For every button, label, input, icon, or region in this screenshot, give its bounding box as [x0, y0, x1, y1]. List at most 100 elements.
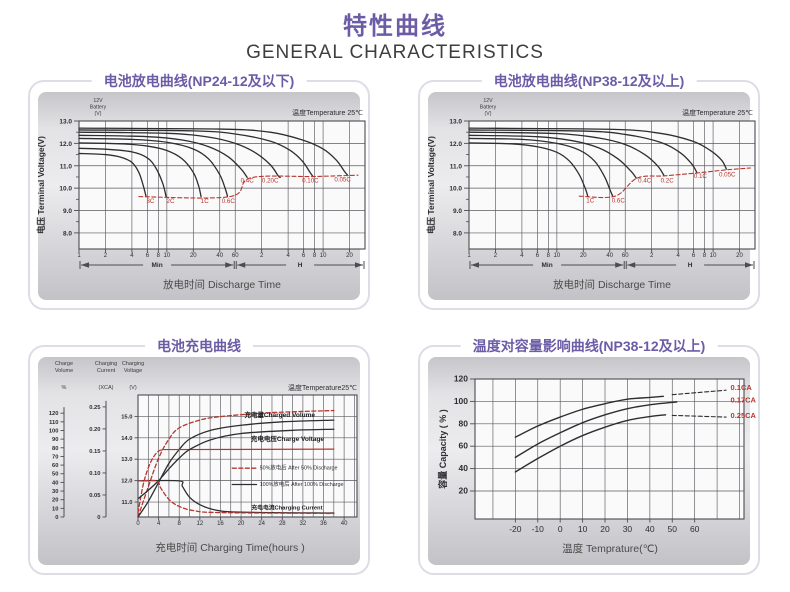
- svg-text:0.1C: 0.1C: [694, 173, 708, 180]
- svg-text:70: 70: [52, 454, 58, 460]
- svg-text:2: 2: [494, 253, 498, 259]
- svg-text:120: 120: [454, 374, 468, 384]
- page-header: 特性曲线 GENERAL CHARACTERISTICS: [0, 6, 790, 64]
- svg-text:8: 8: [547, 253, 551, 259]
- svg-text:2: 2: [104, 253, 108, 259]
- svg-text:0.10: 0.10: [89, 471, 100, 477]
- svg-text:充电时间 Charging Time(hours ): 充电时间 Charging Time(hours ): [155, 541, 304, 554]
- svg-text:20: 20: [600, 524, 610, 534]
- svg-text:充电电压Charge Voltage: 充电电压Charge Voltage: [251, 434, 325, 443]
- svg-text:温度Temperature 25℃: 温度Temperature 25℃: [682, 108, 753, 117]
- svg-text:4: 4: [130, 253, 134, 259]
- svg-text:11.0: 11.0: [60, 163, 73, 170]
- svg-text:16: 16: [217, 521, 224, 527]
- svg-text:12: 12: [196, 521, 203, 527]
- svg-text:H: H: [298, 262, 303, 269]
- svg-text:20: 20: [190, 253, 197, 259]
- svg-text:40: 40: [341, 521, 348, 527]
- svg-text:0.15: 0.15: [89, 449, 101, 455]
- series: [78, 127, 359, 199]
- svg-text:放电时间 Discharge Time: 放电时间 Discharge Time: [553, 278, 671, 291]
- svg-text:110: 110: [49, 420, 58, 426]
- discharge-chart-np38: 1 2 4 6 8 10 20 40 60 2 4 6 8 10 2013.012.011.010.09.0…: [426, 98, 756, 291]
- svg-text:20: 20: [238, 521, 245, 527]
- svg-text:温度Temperature 25℃: 温度Temperature 25℃: [292, 108, 363, 117]
- panel-temperature-capacity: 温度对容量影响曲线(NP38-12及以上) -20 -10 0 10 20 30 40 50 6…: [418, 336, 760, 575]
- svg-text:0: 0: [97, 515, 100, 521]
- svg-text:温度 Temprature(℃): 温度 Temprature(℃): [562, 542, 658, 555]
- svg-text:0.2C: 0.2C: [661, 177, 675, 184]
- svg-text:1C: 1C: [201, 198, 209, 205]
- svg-text:0.17CA: 0.17CA: [731, 396, 757, 405]
- labels: 充电量Charged Volume 充电电压Charge Voltage 50%放电…: [55, 361, 357, 554]
- svg-text:36: 36: [320, 521, 327, 527]
- svg-text:11.0: 11.0: [122, 500, 133, 506]
- svg-text:40: 40: [645, 524, 655, 534]
- charge-curve-chart: 0 4 8 12 16 20 24 28 32 36 40 0 10 20 30 40 50 60 70 80 90 10…: [49, 361, 358, 554]
- svg-text:0: 0: [558, 524, 563, 534]
- svg-text:8: 8: [703, 253, 707, 259]
- svg-text:40: 40: [606, 253, 613, 259]
- svg-text:20: 20: [736, 253, 743, 259]
- svg-text:10.0: 10.0: [449, 186, 462, 193]
- svg-text:90: 90: [52, 437, 58, 443]
- svg-text:%: %: [62, 385, 67, 391]
- svg-text:0.10C: 0.10C: [302, 177, 319, 184]
- labels: 0.1CA 0.17CA 0.25CA 容量 Capacity ( % ) 温度 Tem…: [437, 383, 757, 555]
- panel-charge-curve: 电池充电曲线 0 4 8 12 16 20 24 28 32 36 40 0 10 20 30 40 50 60 7…: [28, 336, 370, 575]
- svg-text:120: 120: [49, 411, 59, 417]
- svg-text:80: 80: [459, 418, 469, 428]
- svg-text:30: 30: [52, 489, 58, 495]
- svg-text:8.0: 8.0: [453, 230, 462, 237]
- svg-text:9.0: 9.0: [63, 208, 72, 215]
- svg-text:Charging: Charging: [95, 361, 117, 367]
- svg-text:0.20: 0.20: [89, 427, 100, 433]
- svg-text:0.6C: 0.6C: [222, 198, 236, 205]
- svg-text:0.05: 0.05: [89, 493, 101, 499]
- svg-text:20: 20: [580, 253, 587, 259]
- svg-text:10: 10: [554, 253, 561, 259]
- series: [514, 389, 727, 473]
- svg-text:30: 30: [623, 524, 633, 534]
- svg-text:H: H: [688, 262, 693, 269]
- svg-text:0.25: 0.25: [89, 405, 101, 411]
- svg-text:60: 60: [690, 524, 700, 534]
- svg-text:电压 Terminal Voltage(V): 电压 Terminal Voltage(V): [36, 136, 46, 234]
- svg-text:4: 4: [286, 253, 290, 259]
- svg-text:4: 4: [157, 521, 161, 527]
- svg-text:0.4C: 0.4C: [638, 177, 652, 184]
- svg-text:8: 8: [178, 521, 182, 527]
- svg-text:0.05C: 0.05C: [334, 176, 351, 183]
- svg-text:电压 Terminal Voltage(V): 电压 Terminal Voltage(V): [426, 136, 436, 234]
- svg-text:Current: Current: [97, 368, 116, 374]
- svg-text:60: 60: [622, 253, 629, 259]
- svg-text:0: 0: [55, 515, 58, 521]
- svg-text:60: 60: [232, 253, 239, 259]
- panel-discharge-np24: 电池放电曲线(NP24-12及以下) 1 2 4 6 8 10 20 40 60 2 4 6 8 10 20…: [28, 71, 370, 310]
- svg-text:6: 6: [302, 253, 306, 259]
- svg-text:Min: Min: [152, 262, 163, 269]
- svg-text:-10: -10: [532, 524, 545, 534]
- svg-text:Battery: Battery: [90, 105, 107, 111]
- svg-text:2: 2: [260, 253, 264, 259]
- svg-text:13.0: 13.0: [59, 119, 72, 126]
- svg-text:100: 100: [49, 428, 59, 434]
- svg-text:容量 Capacity ( % ): 容量 Capacity ( % ): [437, 409, 448, 490]
- svg-text:放电时间 Discharge Time: 放电时间 Discharge Time: [163, 278, 281, 291]
- svg-text:Min: Min: [542, 262, 553, 269]
- series: [468, 127, 752, 199]
- svg-text:12.0: 12.0: [121, 479, 132, 485]
- svg-text:4: 4: [676, 253, 680, 259]
- svg-text:13.0: 13.0: [121, 457, 132, 463]
- svg-text:3C: 3C: [146, 198, 154, 205]
- svg-text:0.1CA: 0.1CA: [731, 383, 753, 392]
- panel-title-charge-curve: 电池充电曲线: [145, 336, 253, 356]
- svg-text:24: 24: [258, 521, 265, 527]
- svg-text:1: 1: [77, 253, 81, 259]
- svg-text:60: 60: [52, 463, 58, 469]
- svg-text:0.20C: 0.20C: [262, 177, 279, 184]
- svg-text:20: 20: [52, 498, 58, 504]
- svg-text:11.0: 11.0: [450, 163, 463, 170]
- page-subtitle: GENERAL CHARACTERISTICS: [246, 42, 544, 63]
